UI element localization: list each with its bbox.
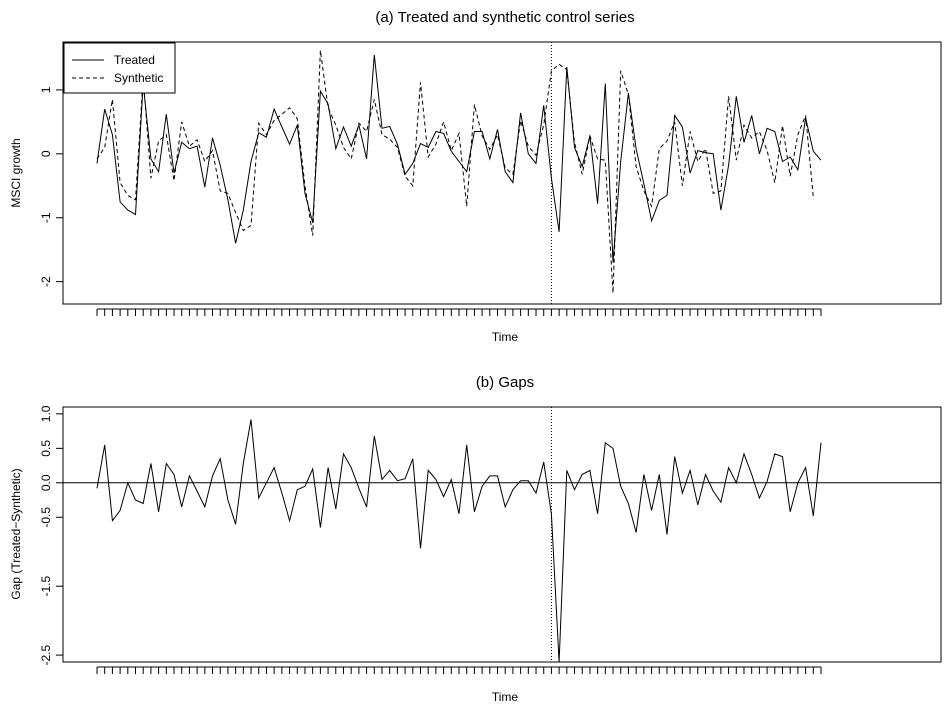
panel-b-y-tick-label: -1.5	[39, 576, 53, 597]
panel-a-plot-frame	[62, 41, 942, 305]
panel-b-y-tick-label: 0.5	[39, 440, 53, 457]
panel-b-y-tick-label: 0.0	[39, 474, 53, 491]
panel-b-y-axis-label: Gap (Treated−Synthetic)	[9, 468, 23, 599]
legend: Treated Synthetic	[63, 42, 176, 94]
panel-a-y-tick-label: -2	[39, 276, 53, 287]
panel-a-y-tick-label: 0	[39, 150, 53, 157]
panel-b-x-axis-label: Time	[492, 690, 519, 704]
panel-a-y-tick-label: 1	[39, 86, 53, 93]
panel-b-y-tick-label: -2.5	[39, 644, 53, 665]
panel-a-title: (a) Treated and synthetic control series	[375, 9, 634, 26]
legend-box	[63, 42, 176, 94]
legend-treated-label: Treated	[114, 53, 155, 67]
panel-a: (a) Treated and synthetic control series…	[9, 9, 942, 344]
panel-b-series-gap-line	[96, 419, 822, 663]
panel-a-x-axis-label: Time	[492, 330, 519, 344]
legend-synthetic-label: Synthetic	[114, 71, 163, 85]
panel-b-plot-frame	[62, 406, 942, 663]
panel-b: (b) Gaps Time Gap (Treated−Synthetic) 1.…	[9, 374, 942, 704]
panel-b-y-tick-label: 1.0	[39, 405, 53, 422]
panel-a-series-treated-line	[96, 54, 822, 263]
panel-a-y-axis-label: MSCI growth	[9, 138, 23, 207]
panel-b-y-tick-label: -0.5	[39, 507, 53, 528]
panel-a-y-tick-label: -1	[39, 212, 53, 223]
panel-a-series-synthetic-line	[96, 50, 814, 294]
panel-b-title: (b) Gaps	[476, 374, 534, 391]
